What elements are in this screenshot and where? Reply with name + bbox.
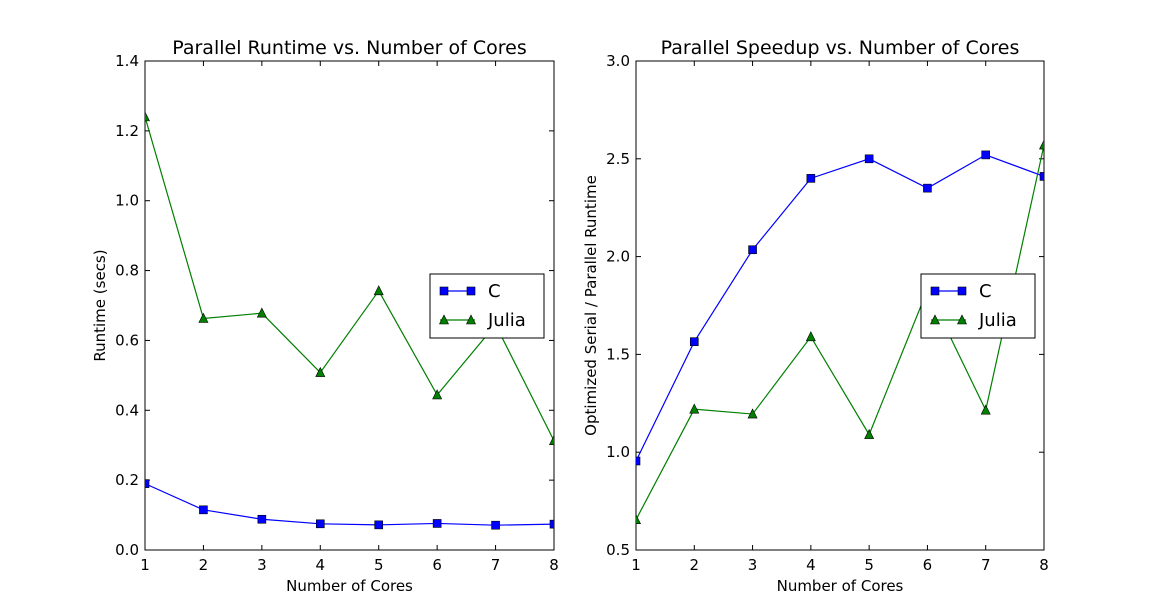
data-point xyxy=(805,331,816,342)
data-point xyxy=(432,519,442,528)
x-tick-label: 7 xyxy=(981,556,991,574)
legend-marker xyxy=(930,314,940,325)
legend-box xyxy=(920,273,1036,339)
legend: C Julia xyxy=(429,273,545,339)
legend-marker xyxy=(466,314,476,325)
y-tick-label: 0.5 xyxy=(606,541,630,559)
series-line xyxy=(636,144,1044,520)
y-tick-label: 0.4 xyxy=(115,401,139,419)
chart-title: Parallel Runtime vs. Number of Cores xyxy=(172,37,526,59)
data-point xyxy=(636,456,641,466)
data-point xyxy=(256,307,267,318)
x-tick-label: 4 xyxy=(806,556,816,574)
data-point xyxy=(373,285,384,296)
x-tick-label: 5 xyxy=(374,556,384,574)
y-tick-label: 0.8 xyxy=(115,262,139,280)
legend-marker xyxy=(957,314,967,325)
chart-title: Parallel Speedup vs. Number of Cores xyxy=(661,37,1020,59)
y-tick-label: 0.2 xyxy=(115,471,139,489)
series-c xyxy=(145,479,554,530)
y-tick-label: 0.6 xyxy=(115,331,139,349)
x-axis-label: Number of Cores xyxy=(286,577,413,595)
series-c xyxy=(636,150,1044,466)
y-tick-label: 2.0 xyxy=(606,248,630,266)
data-point xyxy=(748,245,757,255)
legend-label: Julia xyxy=(978,310,1017,331)
legend-label: C xyxy=(488,281,501,302)
data-point xyxy=(257,514,267,524)
series-line xyxy=(636,154,1044,462)
x-tick-label: 3 xyxy=(257,556,267,574)
x-axis-label: Number of Cores xyxy=(777,577,904,595)
data-point xyxy=(199,505,208,515)
x-tick-label: 5 xyxy=(864,556,874,574)
data-point xyxy=(145,111,150,122)
chart-panel-1: 1 2 3 4 5 6 7 8 0.0 0.2 0.4 0.6 0.8 1.0 1.2 1.4 Parallel… xyxy=(91,37,559,595)
x-tick-label: 7 xyxy=(491,556,501,574)
data-point xyxy=(549,519,554,529)
x-tick-label: 3 xyxy=(748,556,758,574)
y-axis-label: Optimized Serial / Parallel Runtime xyxy=(582,175,600,436)
data-point xyxy=(145,479,150,488)
legend-marker xyxy=(930,286,940,296)
x-tick-label: 6 xyxy=(432,556,442,574)
data-point xyxy=(689,403,700,414)
y-tick-label: 1.2 xyxy=(115,122,139,140)
data-point xyxy=(549,435,554,445)
data-point xyxy=(864,154,874,164)
data-point xyxy=(198,312,209,323)
legend-label: C xyxy=(979,281,992,302)
data-point xyxy=(491,520,500,530)
plot-area xyxy=(635,60,1045,551)
data-point xyxy=(864,428,875,439)
data-point xyxy=(636,514,641,524)
legend-marker xyxy=(439,286,449,296)
x-tick-label: 8 xyxy=(549,556,559,574)
data-point xyxy=(806,174,816,183)
x-tick-label: 1 xyxy=(140,556,150,574)
y-tick-label: 0.0 xyxy=(115,541,139,559)
x-tick-label: 2 xyxy=(690,556,700,574)
data-point xyxy=(1039,139,1044,150)
x-tick-label: 2 xyxy=(199,556,209,574)
data-point xyxy=(923,183,932,193)
legend-box xyxy=(429,273,545,339)
data-point xyxy=(432,389,443,400)
legend-marker xyxy=(439,314,449,325)
data-point xyxy=(689,337,699,346)
x-tick-label: 1 xyxy=(631,556,641,574)
legend-label: Julia xyxy=(487,310,526,331)
series-line xyxy=(145,483,554,526)
data-point xyxy=(374,520,384,530)
data-point xyxy=(315,366,326,377)
y-tick-label: 1.5 xyxy=(606,345,630,363)
y-tick-label: 3.0 xyxy=(606,52,630,70)
data-point xyxy=(1039,172,1044,181)
x-tick-label: 8 xyxy=(1039,556,1049,574)
y-tick-label: 1.4 xyxy=(115,52,139,70)
y-tick-label: 1.0 xyxy=(115,192,139,210)
legend: C Julia xyxy=(920,273,1036,339)
series-julia xyxy=(636,139,1044,524)
data-point xyxy=(747,408,758,419)
chart-panel-2: 1 2 3 4 5 6 7 8 0.5 1.0 1.5 2.0 2.5 3.0 Parallel Speed… xyxy=(582,37,1049,595)
legend-marker xyxy=(957,286,967,296)
data-point xyxy=(315,519,325,529)
data-point xyxy=(980,404,991,415)
x-tick-label: 6 xyxy=(923,556,933,574)
y-tick-label: 2.5 xyxy=(606,150,630,168)
x-tick-label: 4 xyxy=(316,556,326,574)
y-axis-label: Runtime (secs) xyxy=(91,249,109,361)
y-tick-label: 1.0 xyxy=(606,443,630,461)
legend-marker xyxy=(466,286,476,296)
data-point xyxy=(981,150,991,160)
